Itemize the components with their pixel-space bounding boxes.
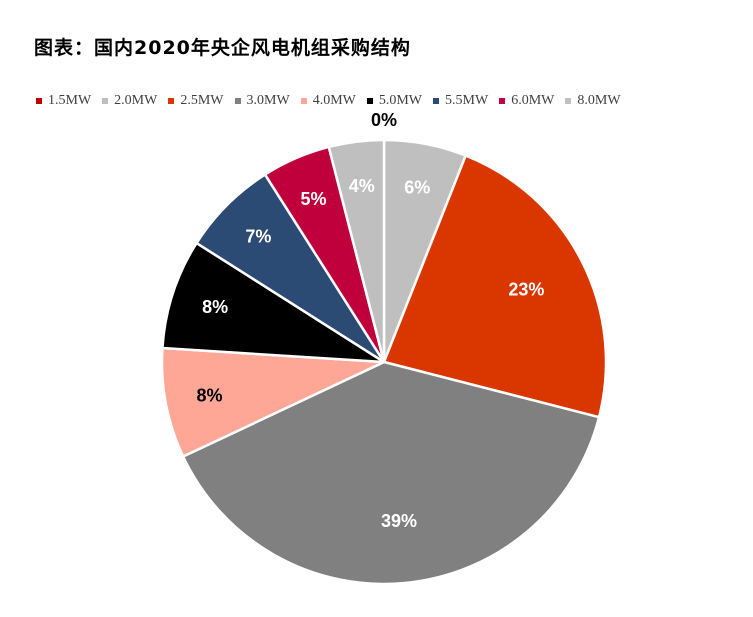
legend-swatch xyxy=(234,98,241,104)
slice-data-label: 8% xyxy=(202,297,228,317)
slice-data-label: 4% xyxy=(349,176,375,196)
pie-slice xyxy=(161,241,386,364)
legend-item: 8.0MW xyxy=(565,93,621,109)
legend-swatch xyxy=(433,98,440,104)
pie-slice xyxy=(382,154,608,419)
legend-swatch xyxy=(102,98,109,104)
pie-labels: 0% 6% 23% 39% 8% 8% 7% 5% 4% xyxy=(196,110,544,531)
slice-data-label: 6% xyxy=(404,178,430,198)
slice-data-label: 23% xyxy=(508,279,544,299)
slice-data-label: 7% xyxy=(245,226,271,246)
pie-slice xyxy=(160,346,386,458)
slice-data-label: 0% xyxy=(371,110,397,130)
slice-data-label: 8% xyxy=(196,385,222,405)
legend-swatch xyxy=(366,98,373,104)
legend-label: 1.5MW xyxy=(48,93,92,108)
pie-slice xyxy=(181,360,601,586)
legend-swatch xyxy=(168,98,175,104)
legend-item: 2.0MW xyxy=(102,93,157,109)
legend-label: 6.0MW xyxy=(511,93,555,108)
legend-item: 1.5MW xyxy=(36,93,91,109)
legend-item: 4.0MW xyxy=(300,93,356,109)
pie-slices xyxy=(160,138,608,586)
legend-label: 4.0MW xyxy=(312,93,356,108)
chart-title: 图表：国内2020年央企风电机组采购结构 xyxy=(34,37,411,59)
legend-item: 5.5MW xyxy=(433,93,488,109)
slice-data-label: 5% xyxy=(300,189,326,209)
slice-data-label: 39% xyxy=(381,511,417,531)
legend-item: 2.5MW xyxy=(168,93,224,109)
legend-item: 6.0MW xyxy=(499,93,554,109)
pie-slice xyxy=(327,138,386,364)
legend-label: 2.5MW xyxy=(180,93,224,108)
legend-item: 3.0MW xyxy=(234,93,290,109)
chart-legend: 1.5MW 2.0MW 2.5MW 3.0MW 4.0MW 5.0MW 5.5MW 6.0MW… xyxy=(36,91,632,111)
legend-label: 2.0MW xyxy=(114,93,158,108)
legend-label: 8.0MW xyxy=(577,93,621,108)
legend-swatch xyxy=(36,98,42,104)
legend-swatch xyxy=(565,98,572,104)
legend-swatch xyxy=(300,98,307,104)
legend-swatch xyxy=(499,98,506,104)
legend-item: 5.0MW xyxy=(366,93,423,109)
legend-label: 3.0MW xyxy=(246,93,290,108)
legend-label: 5.5MW xyxy=(445,93,489,108)
legend-label: 5.0MW xyxy=(378,93,423,108)
